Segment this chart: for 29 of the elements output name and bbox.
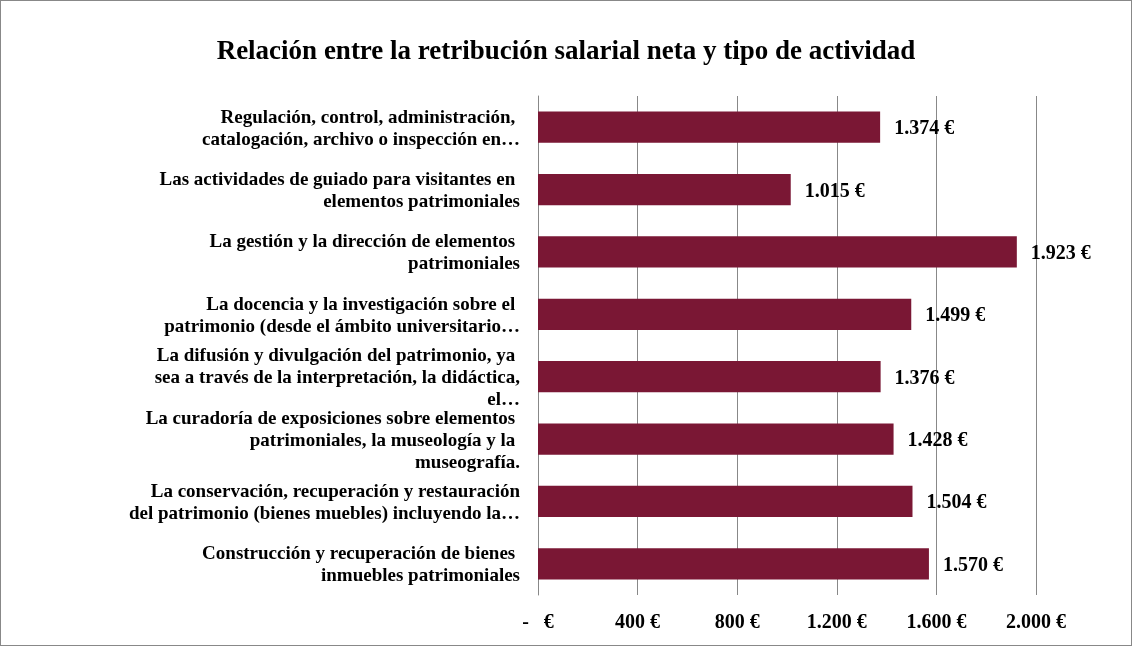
y-tick-label: Regulación, control, administración, catalogación, archivo o inspección en… <box>202 105 520 149</box>
x-tick-label: 1.600 € <box>906 610 967 632</box>
x-tick-label: - € <box>522 610 554 632</box>
data-label: 1.570 € <box>942 552 1003 575</box>
chart-title: Relación entre la retribución salarial neta y tipo de actividad <box>216 34 916 65</box>
y-tick-label: La docencia y la investigación sobre el patrimonio (desde el ámbito universitario… <box>164 292 520 337</box>
y-tick-label: La conservación, recuperación y restauración del patrimonio (bienes muebles) incluyendo la… <box>124 479 521 524</box>
x-tick-label: 2.000 € <box>1006 610 1066 632</box>
x-tick-label: 400 € <box>615 610 661 632</box>
bar <box>538 548 929 580</box>
data-label: 1.015 € <box>804 178 865 201</box>
x-tick-label: 800 € <box>714 610 760 632</box>
y-tick-label: Las actividades de guiado para visitantes en elementos patrimoniales <box>159 168 520 212</box>
y-tick-label: La gestión y la dirección de elementos patrimoniales <box>209 230 520 274</box>
data-label: 1.374 € <box>894 116 955 139</box>
data-label: 1.923 € <box>1030 240 1091 263</box>
bar <box>538 298 912 330</box>
data-label: 1.504 € <box>926 490 987 513</box>
x-tick-label: 1.200 € <box>806 610 867 632</box>
bar <box>538 236 1017 268</box>
y-tick-label: Construcción y recuperación de bienes inmuebles patrimoniales <box>202 542 520 586</box>
bar <box>538 173 791 206</box>
bar <box>538 423 894 455</box>
data-label: 1.428 € <box>907 428 968 451</box>
data-label: 1.376 € <box>894 365 955 388</box>
bar <box>538 361 881 393</box>
data-label: 1.499 € <box>925 303 986 326</box>
bar <box>538 485 913 518</box>
bar <box>538 111 881 143</box>
